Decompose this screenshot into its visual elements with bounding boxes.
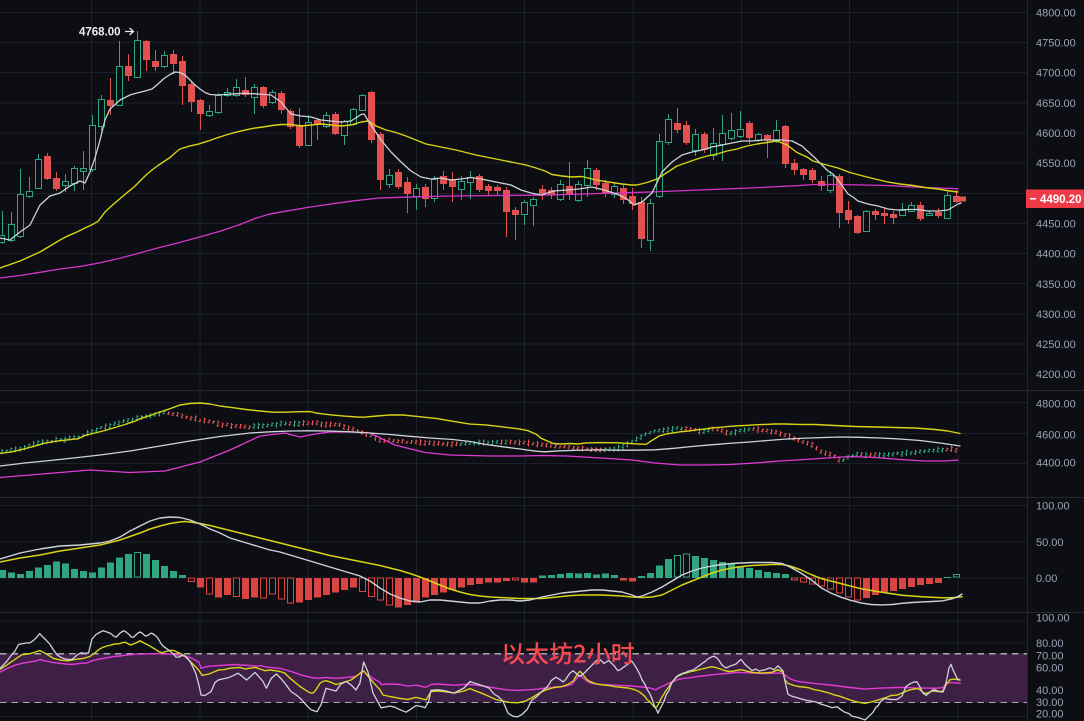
- svg-text:4200.00: 4200.00: [1036, 369, 1076, 381]
- svg-text:0.00: 0.00: [1036, 573, 1057, 585]
- svg-text:100.00: 100.00: [1036, 612, 1070, 624]
- svg-text:4800.00: 4800.00: [1036, 399, 1076, 411]
- svg-text:4650.00: 4650.00: [1036, 98, 1076, 110]
- svg-text:50.00: 50.00: [1036, 537, 1064, 549]
- svg-text:100.00: 100.00: [1036, 501, 1070, 513]
- svg-text:4600.00: 4600.00: [1036, 430, 1076, 442]
- svg-text:4490.20: 4490.20: [1040, 194, 1082, 206]
- svg-text:80.00: 80.00: [1036, 638, 1064, 650]
- svg-text:70.00: 70.00: [1036, 650, 1064, 662]
- svg-text:4300.00: 4300.00: [1036, 309, 1076, 321]
- svg-text:4550.00: 4550.00: [1036, 158, 1076, 170]
- svg-text:4450.00: 4450.00: [1036, 218, 1076, 230]
- svg-text:4768.00: 4768.00: [79, 27, 121, 39]
- svg-text:20.00: 20.00: [1036, 709, 1064, 721]
- svg-text:4750.00: 4750.00: [1036, 38, 1076, 50]
- svg-text:4350.00: 4350.00: [1036, 279, 1076, 291]
- svg-text:4400.00: 4400.00: [1036, 249, 1076, 261]
- svg-text:4800.00: 4800.00: [1036, 7, 1076, 19]
- svg-text:30.00: 30.00: [1036, 697, 1064, 709]
- svg-text:4250.00: 4250.00: [1036, 339, 1076, 351]
- svg-text:60.00: 60.00: [1036, 662, 1064, 674]
- svg-text:40.00: 40.00: [1036, 685, 1064, 697]
- svg-text:4600.00: 4600.00: [1036, 128, 1076, 140]
- svg-text:4700.00: 4700.00: [1036, 68, 1076, 80]
- svg-text:4400.00: 4400.00: [1036, 458, 1076, 470]
